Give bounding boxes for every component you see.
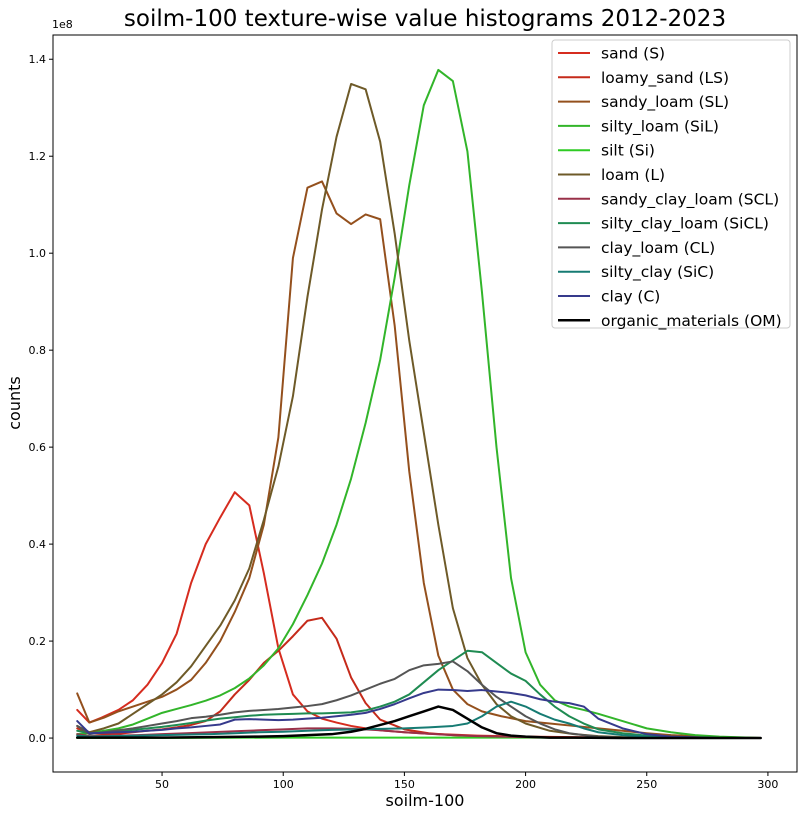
y-tick-label: 0.6	[29, 441, 47, 454]
y-tick-label: 0.4	[29, 538, 47, 551]
chart-title: soilm-100 texture-wise value histograms …	[124, 6, 726, 32]
x-tick-label: 150	[394, 778, 415, 791]
x-tick-label: 100	[273, 778, 294, 791]
series-line-11	[75, 705, 762, 740]
legend-entry: silty_clay_loam (SiCL)	[601, 215, 769, 234]
x-tick-label: 300	[757, 778, 778, 791]
x-axis-label: soilm-100	[386, 791, 465, 810]
x-tick-label: 200	[515, 778, 536, 791]
legend-entry: silty_loam (SiL)	[601, 117, 719, 136]
y-tick-label: 1.0	[29, 247, 47, 260]
y-tick-label: 1.4	[29, 53, 47, 66]
series-line-10	[76, 688, 762, 740]
y-tick-label: 1.2	[29, 150, 47, 163]
legend: sand (S) loamy_sand (LS) sandy_loam (SL) si…	[551, 39, 791, 331]
series-line-5	[76, 82, 762, 740]
plot-lines	[75, 68, 762, 740]
y-offset-label: 1e8	[52, 18, 73, 31]
y-tick-label: 0.8	[29, 344, 47, 357]
y-tick-label: 0.2	[29, 635, 47, 648]
legend-entry: organic_materials (OM)	[601, 312, 782, 331]
axes-frame	[52, 34, 798, 773]
legend-entry: loam (L)	[601, 166, 665, 184]
series-line-7	[76, 649, 762, 740]
y-tick-label: 0.0	[29, 732, 47, 745]
legend-entry: loamy_sand (LS)	[601, 69, 729, 88]
series-line-2	[76, 180, 762, 740]
x-ticks: 50 100 150 200 250 300	[155, 772, 778, 791]
y-axis-label: counts	[5, 376, 24, 429]
x-tick-label: 250	[636, 778, 657, 791]
legend-box	[551, 39, 791, 329]
series-line-9	[76, 700, 762, 740]
legend-items: sand (S) loamy_sand (LS) sandy_loam (SL) si…	[558, 45, 782, 331]
legend-entry: clay_loam (CL)	[601, 239, 715, 258]
legend-entry: sand (S)	[601, 45, 665, 63]
legend-entry: clay (C)	[601, 288, 660, 306]
legend-entry: sandy_clay_loam (SCL)	[601, 190, 779, 209]
legend-entry: silt (Si)	[601, 142, 655, 160]
legend-entry: silty_clay (SiC)	[601, 263, 714, 282]
legend-entry: sandy_loam (SL)	[601, 93, 729, 112]
series-line-8	[76, 660, 762, 740]
y-ticks: 0.0 0.2 0.4 0.6 0.8 1.0 1.2 1.4	[29, 53, 53, 745]
series-line-3	[76, 68, 762, 740]
x-tick-label: 50	[155, 778, 169, 791]
